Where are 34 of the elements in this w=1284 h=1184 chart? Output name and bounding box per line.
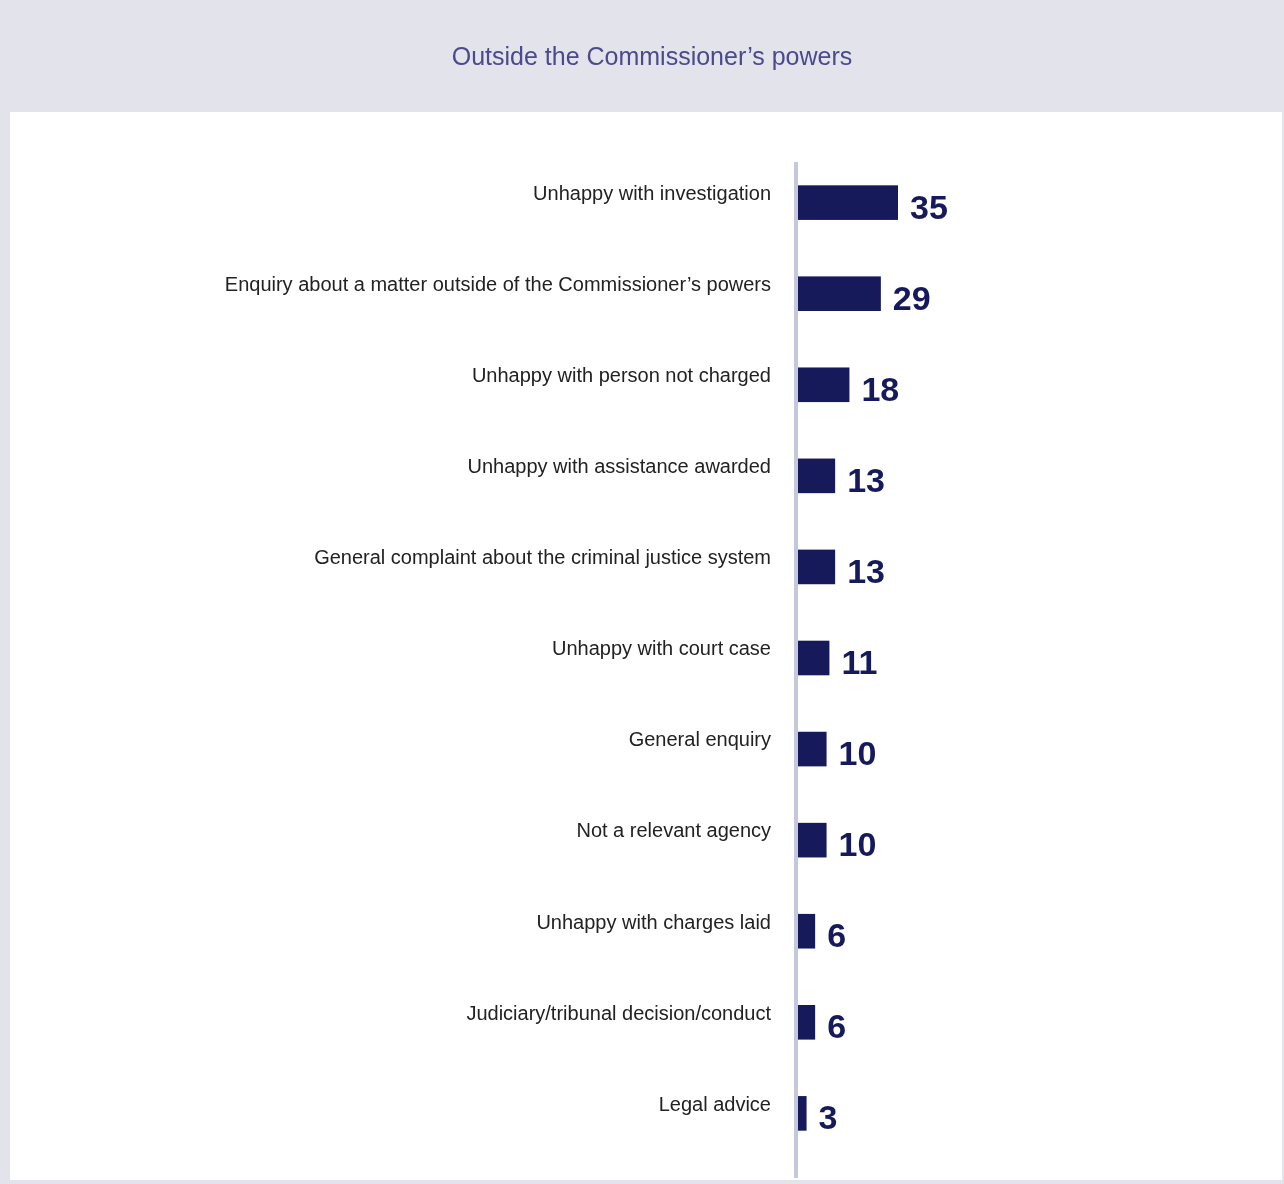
bar xyxy=(798,1096,807,1131)
y-tick-label: Legal advice xyxy=(658,1092,771,1115)
bar xyxy=(798,276,881,312)
chart-title: Outside the Commissioner’s powers xyxy=(451,41,853,70)
bar xyxy=(798,549,836,585)
y-tick-label: Unhappy with charges laid xyxy=(536,910,771,933)
y-tick-label: General enquiry xyxy=(628,728,771,751)
y-tick-label: Unhappy with court case xyxy=(551,637,771,660)
data-label: 35 xyxy=(910,187,948,226)
data-label: 6 xyxy=(827,916,847,955)
data-label: 10 xyxy=(838,734,877,773)
y-tick-label: Unhappy with assistance awarded xyxy=(467,455,771,478)
data-label: 13 xyxy=(847,460,885,499)
bar xyxy=(798,822,827,858)
bar xyxy=(798,913,816,949)
data-label: 3 xyxy=(818,1098,838,1137)
data-label: 18 xyxy=(861,369,900,408)
bar xyxy=(798,185,898,220)
y-tick-label: General complaint about the criminal justice system xyxy=(314,546,771,569)
data-label: 11 xyxy=(841,642,878,681)
data-label: 29 xyxy=(892,278,931,317)
bar xyxy=(798,1004,816,1040)
data-label: 10 xyxy=(838,825,877,864)
data-label: 6 xyxy=(827,1007,847,1046)
bar xyxy=(798,458,836,494)
y-tick-label: Unhappy with investigation xyxy=(533,181,771,204)
y-tick-label: Not a relevant agency xyxy=(576,819,771,842)
bar xyxy=(798,731,827,767)
data-label: 13 xyxy=(847,551,885,590)
bar xyxy=(798,640,830,676)
bar xyxy=(798,367,850,403)
y-tick-label: Unhappy with person not charged xyxy=(471,364,771,387)
y-tick-label: Judiciary/tribunal decision/conduct xyxy=(466,1001,772,1024)
y-tick-label: Enquiry about a matter outside of the Commissioner’s powers xyxy=(224,272,771,295)
